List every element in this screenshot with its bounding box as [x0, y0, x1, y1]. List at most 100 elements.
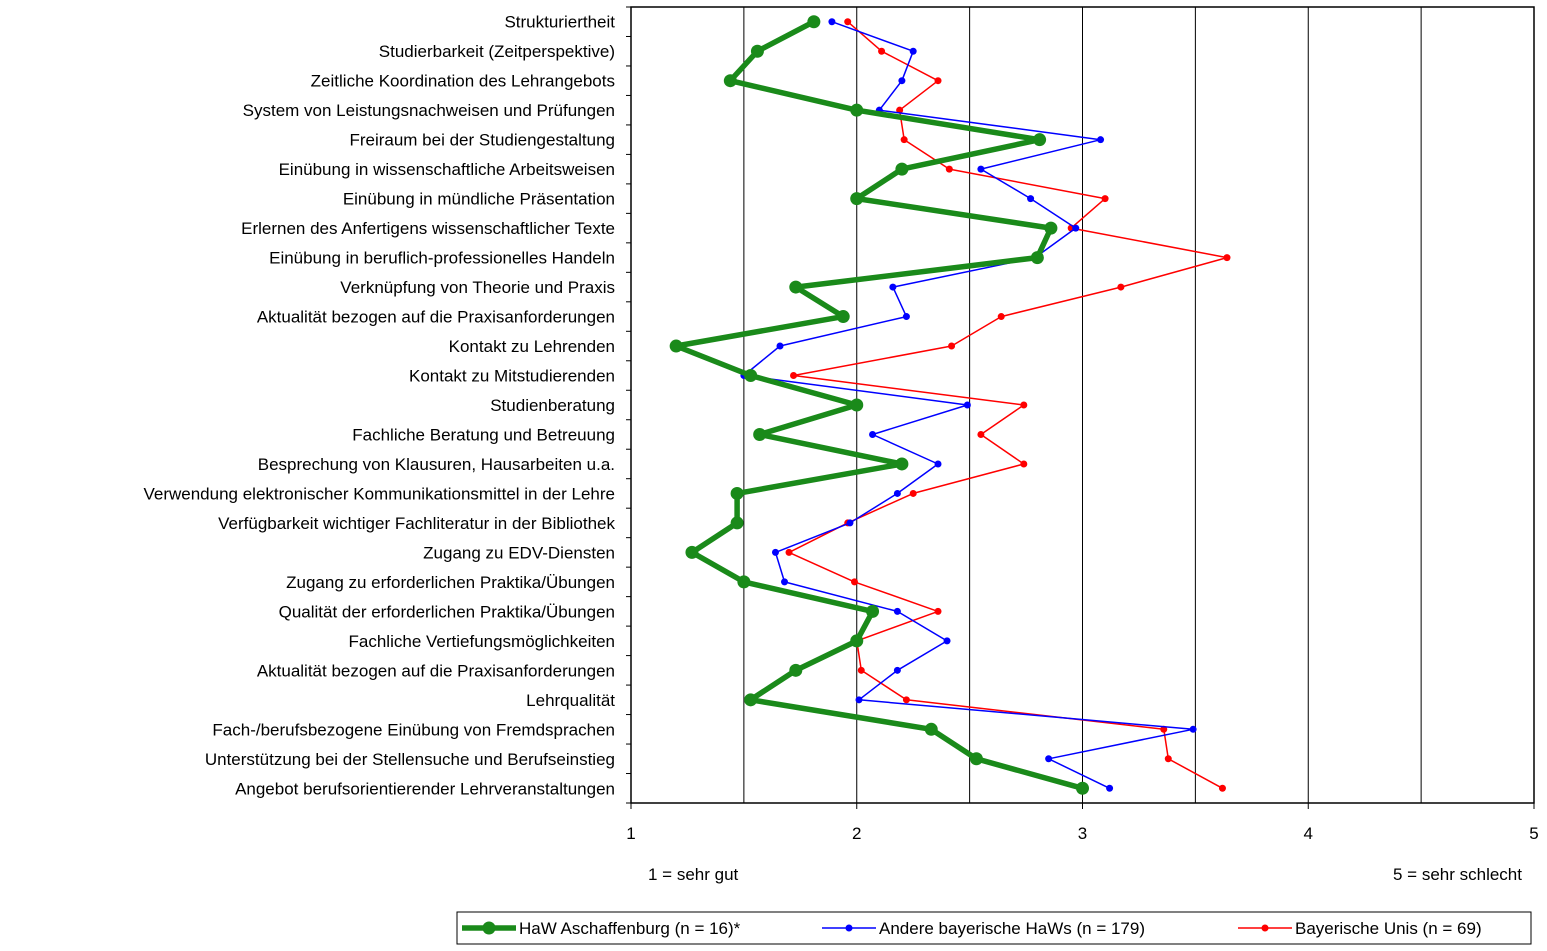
- data-point: [924, 722, 938, 736]
- data-point: [1076, 781, 1089, 795]
- category-label: Aktualität bezogen auf die Praxisanforde…: [257, 308, 615, 327]
- legend-swatch-marker: [1261, 924, 1269, 932]
- data-point: [1117, 283, 1125, 291]
- data-point: [737, 575, 751, 589]
- data-point: [753, 427, 767, 441]
- data-point: [828, 18, 836, 26]
- data-point: [1045, 755, 1053, 763]
- axes: [626, 6, 1535, 809]
- data-point: [836, 310, 850, 324]
- category-label: Zugang zu EDV-Diensten: [423, 543, 615, 562]
- category-label: Zugang zu erforderlichen Praktika/Übunge…: [286, 573, 615, 592]
- data-point: [889, 283, 897, 291]
- legend-swatch-marker: [845, 924, 853, 932]
- data-point: [969, 752, 983, 766]
- data-point: [878, 47, 886, 55]
- x-tick-label: 1: [626, 824, 635, 843]
- category-label: Besprechung von Klausuren, Hausarbeiten …: [258, 455, 615, 474]
- data-point: [744, 693, 758, 707]
- data-point: [855, 696, 863, 704]
- legend-swatch-marker: [482, 921, 496, 935]
- data-point: [934, 460, 942, 468]
- data-point: [977, 430, 985, 438]
- data-point: [945, 165, 953, 173]
- category-label: Erlernen des Anfertigens wissenschaftlic…: [241, 219, 615, 238]
- series-0: [669, 15, 1089, 795]
- category-label: Fach-/berufsbezogene Einübung von Fremds…: [212, 720, 615, 739]
- legend-item: HaW Aschaffenburg (n = 16)*: [462, 919, 741, 938]
- data-point: [1218, 784, 1226, 792]
- data-point: [977, 165, 985, 173]
- category-label: Fachliche Vertiefungsmöglichkeiten: [349, 632, 615, 651]
- data-point: [844, 18, 852, 26]
- category-label: Kontakt zu Mitstudierenden: [409, 367, 615, 386]
- category-label: Verfügbarkeit wichtiger Fachliteratur in…: [218, 514, 615, 533]
- data-point: [850, 398, 864, 412]
- data-point: [869, 430, 877, 438]
- data-point: [1072, 224, 1080, 232]
- data-point: [789, 280, 803, 294]
- category-label: Einübung in wissenschaftliche Arbeitswei…: [279, 160, 615, 179]
- legend-items: HaW Aschaffenburg (n = 16)* Andere bayeri…: [462, 919, 1482, 938]
- category-label: Qualität der erforderlichen Praktika/Übu…: [279, 602, 615, 621]
- data-point: [963, 401, 971, 409]
- data-point: [857, 666, 865, 674]
- scale-high-label: 5 = sehr schlecht: [1393, 865, 1522, 884]
- data-point: [781, 578, 789, 586]
- category-label: Verknüpfung von Theorie und Praxis: [340, 278, 615, 297]
- data-point: [685, 545, 699, 559]
- data-point: [893, 607, 901, 615]
- data-point: [850, 634, 864, 648]
- data-point: [850, 578, 858, 586]
- legend-label: Bayerische Unis (n = 69): [1295, 919, 1482, 938]
- data-point: [807, 15, 821, 29]
- category-label: System von Leistungsnachweisen und Prüfu…: [243, 101, 615, 120]
- category-label: Unterstützung bei der Stellensuche und B…: [205, 750, 615, 769]
- data-point: [893, 666, 901, 674]
- legend-label: HaW Aschaffenburg (n = 16)*: [519, 919, 741, 938]
- data-point: [934, 77, 942, 85]
- data-point: [750, 44, 764, 58]
- data-point: [902, 696, 910, 704]
- category-label: Studierbarkeit (Zeitperspektive): [379, 42, 615, 61]
- scale-low-label: 1 = sehr gut: [648, 865, 739, 884]
- x-tick-label: 5: [1529, 824, 1538, 843]
- data-point: [846, 519, 854, 527]
- data-point: [1189, 725, 1197, 733]
- data-point: [943, 637, 951, 645]
- legend-item: Andere bayerische HaWs (n = 179): [822, 919, 1145, 938]
- data-point: [1027, 195, 1035, 203]
- data-point: [909, 47, 917, 55]
- data-point: [909, 489, 917, 497]
- data-point: [790, 372, 798, 380]
- data-point: [895, 457, 909, 471]
- data-point: [744, 369, 758, 383]
- category-label: Einübung in beruflich-professionelles Ha…: [269, 249, 615, 268]
- category-label: Studienberatung: [490, 396, 615, 415]
- legend-label: Andere bayerische HaWs (n = 179): [879, 919, 1145, 938]
- data-point: [730, 516, 744, 530]
- data-point: [1020, 401, 1028, 409]
- category-labels: Strukturiertheit Studierbarkeit (Zeitpers…: [143, 13, 615, 799]
- data-point: [893, 489, 901, 497]
- x-tick-label: 3: [1078, 824, 1087, 843]
- data-point: [1164, 755, 1172, 763]
- data-point: [1044, 221, 1058, 235]
- category-label: Kontakt zu Lehrenden: [449, 337, 615, 356]
- series-1: [740, 18, 1197, 792]
- legend-item: Bayerische Unis (n = 69): [1238, 919, 1482, 938]
- data-point: [1223, 254, 1231, 262]
- data-point: [866, 604, 880, 618]
- category-label: Zeitliche Koordination des Lehrangebots: [311, 72, 615, 91]
- data-point: [850, 192, 864, 206]
- x-tick-label: 4: [1304, 824, 1313, 843]
- data-point: [771, 548, 779, 556]
- category-label: Angebot berufsorientierender Lehrveranst…: [235, 779, 615, 798]
- category-label: Fachliche Beratung und Betreuung: [352, 425, 615, 444]
- category-label: Freiraum bei der Studiengestaltung: [349, 131, 615, 150]
- series-lines: [669, 15, 1231, 795]
- data-point: [1101, 195, 1109, 203]
- data-point: [948, 342, 956, 350]
